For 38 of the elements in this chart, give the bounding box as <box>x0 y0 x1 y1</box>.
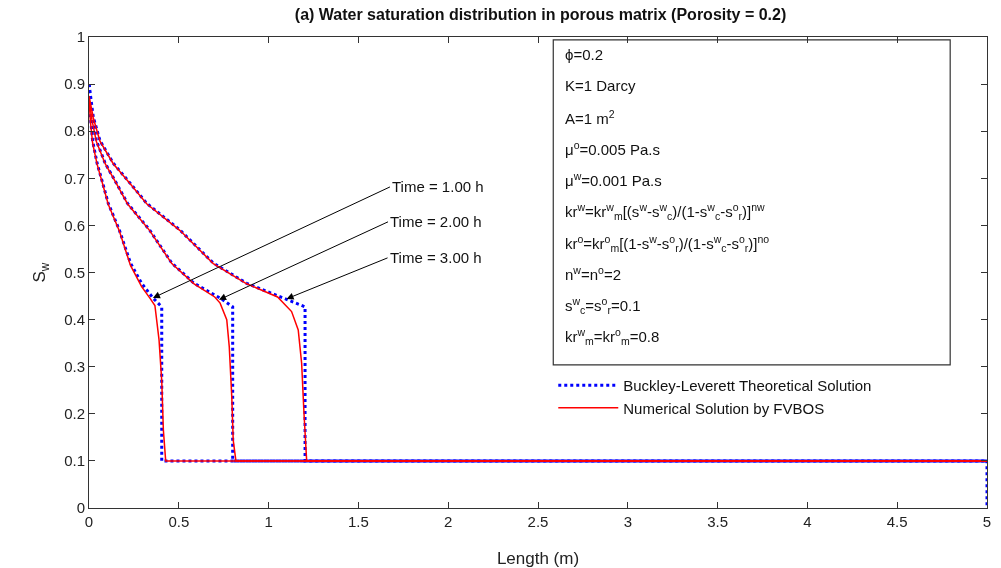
annotation: μ$^{o}$=0.005 Pa.s <box>565 139 660 159</box>
annotation: K=1 Darcy <box>565 77 636 94</box>
y-tick-label: 0.8 <box>64 122 85 140</box>
y-tick-label: 0.7 <box>64 169 85 187</box>
text: kr$^{w}$=kr$^{w}$$_{m}$[(s$^{w}$-s$^{w}$$_{c}$)/(1-s$^{w}$$_{c}$-s$^{o}$$_{r}$)]$^{nw}$ <box>565 201 765 223</box>
x-tick-label: 5 <box>982 513 992 530</box>
x-tick-label: 3.5 <box>707 513 729 530</box>
annotation: Time = 1.00 h <box>392 178 484 195</box>
y-tick-label: 0.3 <box>64 357 85 375</box>
x-tick-label: 3 <box>623 513 632 530</box>
y-tick-label: 0.4 <box>64 310 85 328</box>
annotation: s$^{w}$$_{c}$=s$^{o}$$_{r}$=0.1 <box>565 295 641 317</box>
y-tick-label: 1 <box>76 28 85 46</box>
x-tick-label: 4.5 <box>886 513 908 530</box>
x-tick-label: 4 <box>803 513 812 530</box>
x-tick-label: 2 <box>444 513 453 530</box>
y-tick-label: 0.5 <box>64 263 85 281</box>
annotation: μ$^{w}$=0.001 Pa.s <box>565 170 662 190</box>
x-tick-label: 1 <box>264 513 273 530</box>
x-tick-label: 2.5 <box>527 513 549 530</box>
chart-title: (a) Water saturation distribution in porous matrix (Porosity = 0.2) <box>294 5 787 23</box>
annotation: A=1 m$^{2}$ <box>565 108 615 128</box>
y-tick-label: 0.9 <box>64 75 85 93</box>
annotation: ϕ=0.2 <box>565 46 604 63</box>
y-tick-label: 0.2 <box>64 405 85 423</box>
x-axis-title: Length (m) <box>496 549 580 568</box>
y-tick-label: 0.6 <box>64 216 85 234</box>
annotation: Time = 2.00 h <box>390 213 482 230</box>
y-tick-label: 0 <box>76 499 85 517</box>
annotation: kr$^{w}$$_{m}$=kr$^{o}$$_{m}$=0.8 <box>565 326 660 348</box>
annotation: Time = 3.00 h <box>390 249 482 266</box>
y-tick-label: 0.1 <box>64 452 85 470</box>
x-tick-label: 1.5 <box>347 513 369 530</box>
legend-label: Numerical Solution by FVBOS <box>623 399 825 417</box>
annotation: n$^{w}$=n$^{o}$=2 <box>565 264 621 284</box>
x-tick-label: 0.5 <box>168 513 190 530</box>
text: kr$^{o}$=kr$^{o}$$_{m}$[(1-s$^{w}$-s$^{o}$$_{r}$)/(1-s$^{w}$$_{c}$-s$^{o}$$_{r}$)]$^{no}$ <box>565 233 770 255</box>
legend-label: Buckley-Leverett Theoretical Solution <box>623 377 872 395</box>
